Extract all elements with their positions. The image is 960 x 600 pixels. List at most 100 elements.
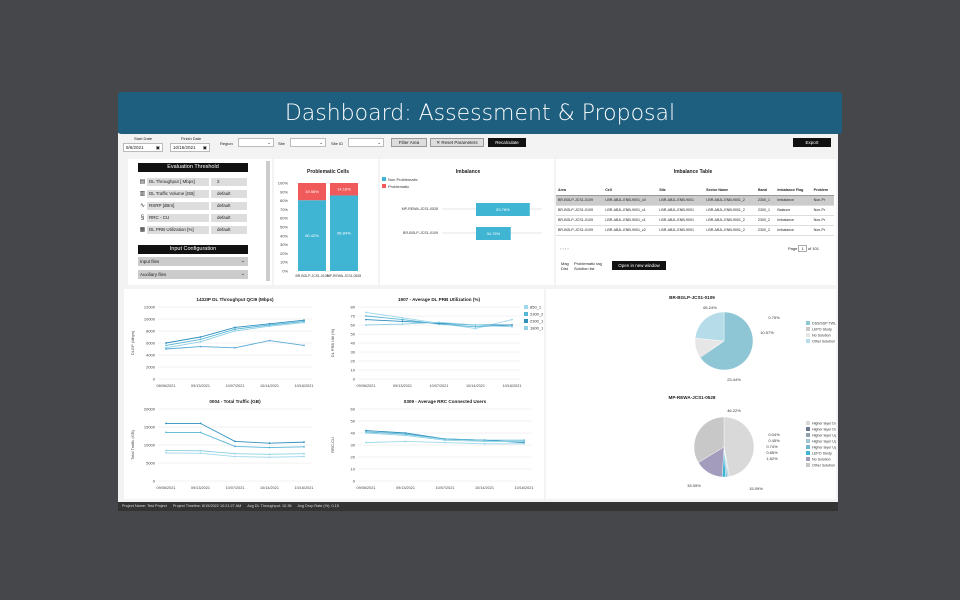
finish-date-field[interactable]: 10/16/2021 ▣ bbox=[170, 143, 210, 152]
legend-label: 2300_1 bbox=[530, 319, 544, 324]
column-header[interactable]: Area bbox=[556, 185, 604, 196]
dashboard-title-banner: Dashboard: Assessment & Proposal bbox=[118, 92, 842, 134]
reset-parameters-label: Reset Parameters bbox=[441, 140, 478, 145]
pie-charts-panel bbox=[546, 289, 836, 499]
y-tick-label: 60 bbox=[351, 407, 356, 412]
start-date-value: 8/6/2021 bbox=[126, 145, 144, 150]
problematic-tag-label[interactable]: Problematic tag bbox=[574, 261, 602, 266]
column-header[interactable]: Problem bbox=[811, 185, 834, 196]
legend-swatch bbox=[806, 457, 810, 461]
column-header[interactable]: Site bbox=[657, 185, 705, 196]
filter-area-button[interactable]: Filter Area bbox=[391, 138, 427, 147]
column-header[interactable]: Cell bbox=[603, 185, 658, 196]
y-tick-label: 10% bbox=[280, 260, 288, 265]
y-tick-label: 20 bbox=[351, 455, 356, 460]
solution-list-label[interactable]: Solution list bbox=[574, 266, 595, 271]
threshold-value[interactable]: 2 bbox=[211, 177, 247, 186]
threshold-value[interactable]: default bbox=[211, 189, 247, 198]
threshold-label: RRC - CU bbox=[147, 213, 209, 222]
x-tick-label: 10/07/2021 bbox=[429, 384, 448, 388]
table-cell: Imbalance bbox=[775, 215, 812, 226]
y-tick-label: 5000 bbox=[146, 461, 156, 466]
table-cell: Imbalance bbox=[775, 225, 812, 236]
finish-date-label: Finish Date bbox=[181, 136, 202, 141]
data-point bbox=[199, 345, 202, 348]
legend-label: Other Solution bbox=[812, 340, 835, 344]
data-point bbox=[199, 449, 202, 452]
data-label: 33.09% bbox=[687, 483, 701, 488]
bar bbox=[476, 203, 530, 216]
table-row[interactable]: BR-BGLP-JCS1-0109 I-BR-ABJL-ENB-9001_c1 I-… bbox=[556, 205, 834, 216]
data-point bbox=[199, 340, 202, 343]
y-tick-label: 50% bbox=[280, 225, 288, 230]
threshold-value[interactable]: default bbox=[211, 213, 247, 222]
auxiliary-files-select[interactable]: Auxiliary files ⌄ bbox=[138, 270, 248, 279]
series-line bbox=[166, 431, 305, 448]
site-select[interactable]: ⌄ bbox=[290, 138, 326, 147]
data-point bbox=[303, 344, 305, 347]
data-point bbox=[234, 455, 236, 458]
x-tick-label: MP-REWA-JCS1-0528 bbox=[327, 274, 361, 278]
y-tick-label: 0 bbox=[353, 479, 356, 484]
legend-swatch bbox=[806, 451, 810, 455]
data-point bbox=[165, 422, 167, 425]
status-item: Avg Drop Rate (%): 0.15 bbox=[297, 504, 339, 508]
solution-pie-chart-1: BR-BGLP-JCS1-0109 65.24% 0.75% 10.57% 23.44%… bbox=[669, 295, 836, 382]
legend-label: Higher layer Uptilt 3 degree bbox=[812, 446, 836, 450]
bar-icon: ▥ bbox=[139, 191, 146, 197]
calendar-icon[interactable]: ▣ bbox=[155, 145, 160, 150]
reset-parameters-button[interactable]: ✕ Reset Parameters bbox=[430, 138, 484, 147]
legend-label: 1800_1 bbox=[530, 326, 544, 331]
evaluation-threshold-header: Evaluation Threshold bbox=[138, 163, 248, 172]
recalculate-button[interactable]: Recalculate bbox=[488, 138, 526, 147]
input-files-select[interactable]: Input files ⌄ bbox=[138, 257, 248, 266]
y-tick-label: 0% bbox=[282, 269, 288, 274]
table-cell: Non-Pr bbox=[811, 215, 834, 226]
finish-date-value: 10/16/2021 bbox=[173, 145, 196, 150]
export-button[interactable]: Export bbox=[793, 138, 831, 147]
threshold-value[interactable]: default bbox=[211, 225, 247, 234]
column-header[interactable]: Band bbox=[755, 185, 776, 196]
table-cell: I-BR-ABJL-ENB-9001_2 bbox=[704, 195, 756, 206]
data-point bbox=[404, 440, 407, 443]
data-point bbox=[234, 326, 236, 329]
column-header[interactable]: Sector Name bbox=[704, 185, 756, 196]
table-row[interactable]: BR-BGLP-JCS1-0109 I-BR-ABJL-ENB-9001_c0 I-… bbox=[556, 195, 834, 206]
table-cell: Non-Pr bbox=[811, 225, 834, 236]
data-point bbox=[199, 422, 202, 425]
series-line bbox=[165, 322, 305, 349]
column-header[interactable]: Imbalance Flag bbox=[775, 185, 812, 196]
calendar-icon[interactable]: ▣ bbox=[202, 145, 207, 150]
legend-label: LEPO Study bbox=[812, 328, 832, 332]
open-new-window-button[interactable]: Open in new window bbox=[612, 261, 666, 270]
y-tick-label: 30 bbox=[351, 443, 356, 448]
pager-nav[interactable]: ‹ ‹ › › bbox=[560, 246, 569, 251]
table-row[interactable]: BR-BGLP-JCS1-0109 I-BR-ABJL-ENB-9001_c2 I-… bbox=[556, 225, 834, 236]
legend-label: 850_1 bbox=[530, 305, 542, 310]
x-tick-label: 10/07/2021 bbox=[225, 486, 244, 490]
threshold-value[interactable]: default bbox=[211, 201, 247, 210]
start-date-field[interactable]: 8/6/2021 ▣ bbox=[123, 143, 163, 152]
auxiliary-files-label: Auxiliary files bbox=[140, 272, 167, 277]
table-row[interactable]: BR-BGLP-JCS1-0109 I-BR-ABJL-ENB-9001_c1 I-… bbox=[556, 215, 834, 226]
data-point bbox=[365, 441, 367, 444]
table-cell: BR-BGLP-JCS1-0109 bbox=[556, 215, 604, 226]
data-point bbox=[474, 324, 477, 326]
data-label: 46.22% bbox=[727, 408, 741, 413]
page-input[interactable]: 1 bbox=[798, 245, 807, 252]
y-tick-label: 10000 bbox=[144, 443, 156, 448]
chart-title: 1432IP DL Throughput QCI9 (Mbps) bbox=[196, 297, 274, 302]
y-tick-label: 20000 bbox=[144, 407, 156, 412]
y-tick-label: 10 bbox=[351, 467, 356, 472]
left-panel-scrollbar[interactable] bbox=[266, 161, 270, 281]
region-select[interactable]: ⌄ bbox=[238, 138, 274, 147]
y-tick-label: 8000 bbox=[146, 329, 156, 334]
data-point bbox=[268, 442, 271, 445]
chart-title: MP-REWA-JCS1-0528 bbox=[669, 395, 716, 400]
y-tick-label: 30 bbox=[351, 350, 356, 355]
site-id-select[interactable]: ⌄ bbox=[348, 138, 384, 147]
y-tick-label: 80 bbox=[351, 305, 356, 310]
table-cell: I-BR-ABJL-ENB-9001 bbox=[657, 215, 705, 226]
dashboard-window: Start Date 8/6/2021 ▣ Finish Date 10/16/2… bbox=[118, 133, 838, 511]
imbalance-table-title: Imbalance Table bbox=[673, 169, 713, 175]
